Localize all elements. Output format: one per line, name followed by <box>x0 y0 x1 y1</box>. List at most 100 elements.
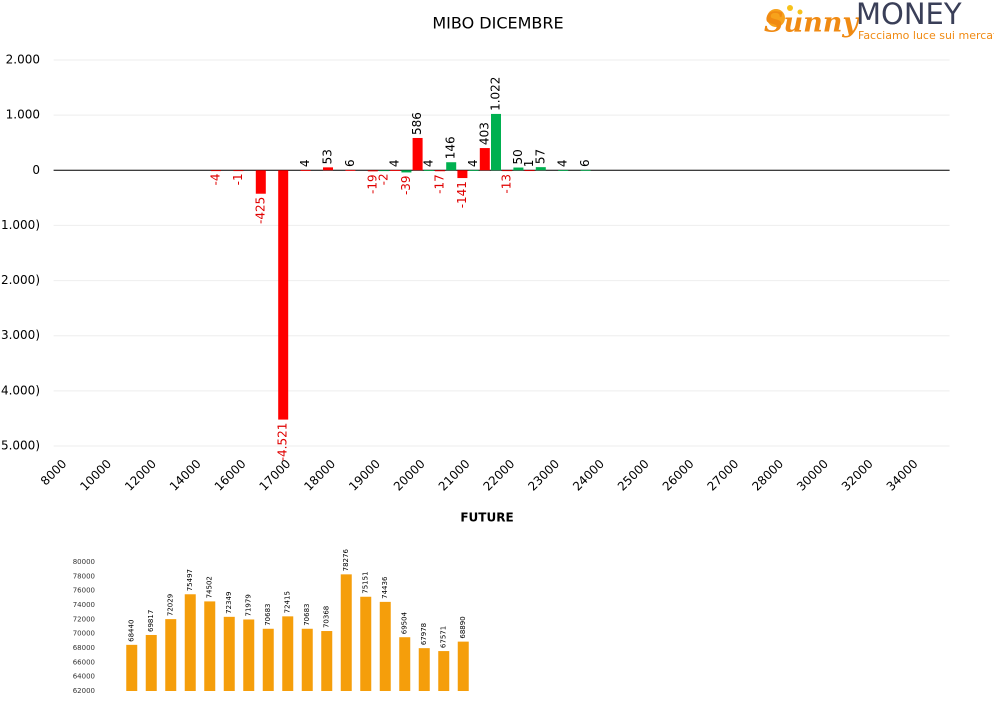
value-label: -39 <box>399 175 413 195</box>
value-label: 74502 <box>206 576 214 598</box>
x-tick-label: 12000 <box>122 457 159 494</box>
value-label: 72029 <box>167 594 175 616</box>
value-label: 4 <box>466 159 480 167</box>
value-label: 70683 <box>303 603 311 625</box>
value-label: 50 <box>511 149 525 164</box>
x-tick-label: 10000 <box>77 457 114 494</box>
value-label: 6 <box>343 159 357 167</box>
y-tick-label: (1.000) <box>0 218 40 232</box>
bar <box>513 167 524 171</box>
bar <box>457 641 469 691</box>
logo-sun <box>767 9 785 27</box>
value-label: 4 <box>298 159 312 167</box>
bar <box>379 170 389 172</box>
y-tick-label: (3.000) <box>0 328 40 342</box>
bar <box>390 170 401 171</box>
x-tick-label: 30000 <box>794 457 831 494</box>
logo-ray <box>797 9 803 15</box>
value-label: -19 <box>365 174 379 194</box>
bar <box>418 648 430 691</box>
bar <box>321 631 333 691</box>
bar <box>446 162 457 171</box>
y-tick-label: 78000 <box>73 572 95 580</box>
bar <box>401 170 412 173</box>
value-label: 70683 <box>264 603 272 625</box>
value-label: 67571 <box>440 626 448 648</box>
bar <box>223 616 235 691</box>
bar <box>323 167 333 171</box>
bar <box>278 170 289 420</box>
bar <box>300 170 311 171</box>
bar <box>580 169 591 171</box>
y-tick-label: 1.000 <box>6 108 40 122</box>
bar <box>340 574 352 691</box>
value-label: 69504 <box>401 611 409 634</box>
y-tick-label: 80000 <box>73 558 95 566</box>
bar <box>243 619 255 691</box>
y-tick-label: 62000 <box>73 687 95 695</box>
y-tick-label: 76000 <box>73 587 95 595</box>
bar <box>211 170 221 172</box>
bar <box>412 137 423 171</box>
value-label: -4.521 <box>276 423 290 462</box>
bar <box>255 170 266 194</box>
bar <box>165 619 177 691</box>
logo-ray <box>787 5 793 11</box>
bar <box>438 651 450 691</box>
y-tick-label: 72000 <box>73 615 95 623</box>
value-label: 4 <box>421 159 435 167</box>
x-tick-label: 24000 <box>570 457 607 494</box>
x-tick-label: 28000 <box>749 457 786 494</box>
value-label: -1 <box>231 173 245 185</box>
value-label: 78276 <box>342 549 350 572</box>
value-label: 57 <box>533 149 547 164</box>
bar <box>262 628 274 691</box>
value-label: 1 <box>522 160 536 168</box>
x-tick-label: 20000 <box>391 457 428 494</box>
value-label: 68890 <box>459 616 467 638</box>
x-tick-label: 32000 <box>839 457 876 494</box>
value-label: 146 <box>444 136 458 159</box>
value-label: 6 <box>578 159 592 167</box>
bar <box>367 170 378 172</box>
value-label: 69817 <box>147 610 155 632</box>
logo: Sunny MONEY Facciamo luce sui mercati <box>764 0 994 42</box>
x-tick-label: 18000 <box>301 457 338 494</box>
y-tick-label: 70000 <box>73 630 95 638</box>
value-label: -2 <box>377 173 391 185</box>
value-label: 67978 <box>420 623 428 645</box>
y-tick-label: (5.000) <box>0 439 40 453</box>
bar <box>524 170 535 172</box>
bar <box>360 596 372 691</box>
value-label: -141 <box>455 181 469 208</box>
bar <box>558 170 569 171</box>
value-label: 586 <box>410 112 424 135</box>
x-tick-label: 26000 <box>660 457 697 494</box>
x-tick-label: 27000 <box>704 457 741 494</box>
bar <box>301 628 313 691</box>
value-label: 4 <box>388 159 402 167</box>
chart-title: MIBO DICEMBRE <box>432 14 563 33</box>
logo-brand: Sunny <box>764 8 860 39</box>
bar <box>204 601 216 691</box>
value-label: 68440 <box>128 620 136 642</box>
x-tick-label: 21000 <box>436 457 473 494</box>
bar <box>379 601 391 691</box>
y-tick-label: (2.000) <box>0 273 40 287</box>
bar <box>233 170 244 172</box>
value-label: 72349 <box>225 592 233 614</box>
value-label: 403 <box>477 122 491 145</box>
bar <box>479 148 490 171</box>
bar <box>399 637 411 691</box>
x-tick-label: 34000 <box>884 457 921 494</box>
y-tick-label: 66000 <box>73 658 95 666</box>
chart-title: FUTURE <box>460 511 513 525</box>
y-tick-label: 64000 <box>73 673 95 681</box>
x-tick-label: 8000 <box>38 457 69 488</box>
y-tick-label: 74000 <box>73 601 95 609</box>
x-tick-label: 23000 <box>525 457 562 494</box>
y-tick-label: 0 <box>32 163 40 177</box>
bar <box>491 113 501 171</box>
bar <box>435 170 445 172</box>
